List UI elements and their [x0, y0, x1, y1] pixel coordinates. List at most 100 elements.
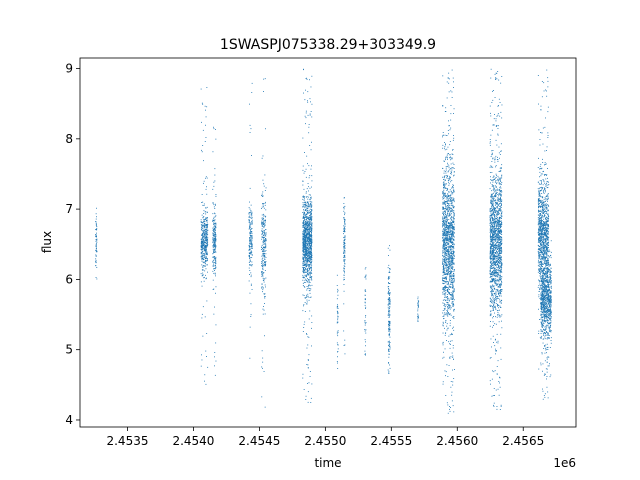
data-point [343, 274, 345, 276]
data-point [451, 275, 453, 277]
data-point [389, 293, 391, 294]
data-point [452, 292, 454, 293]
data-point [364, 298, 366, 300]
data-point [308, 194, 310, 196]
data-point [344, 224, 346, 226]
data-point [451, 232, 453, 234]
data-point [264, 284, 266, 286]
data-point [305, 264, 307, 266]
data-point [453, 81, 454, 83]
data-point [448, 183, 450, 185]
data-point [251, 221, 253, 223]
data-point [450, 254, 452, 256]
data-point [251, 214, 253, 216]
data-point [304, 235, 305, 236]
data-point [451, 245, 453, 247]
data-point [446, 255, 448, 257]
data-point [310, 168, 312, 170]
data-point [311, 141, 312, 143]
data-point [452, 296, 454, 298]
data-point [490, 233, 492, 235]
data-point [95, 277, 97, 278]
data-point [302, 244, 304, 246]
data-point [263, 241, 264, 243]
data-point [452, 232, 454, 234]
data-point [308, 252, 310, 254]
data-point [202, 267, 204, 268]
data-point [497, 203, 499, 205]
data-point [306, 78, 308, 80]
data-point [446, 248, 447, 249]
data-point [302, 242, 304, 244]
data-point [248, 280, 250, 282]
data-point [453, 263, 455, 265]
data-point [490, 229, 491, 231]
data-point [451, 258, 453, 260]
data-point [494, 275, 495, 276]
data-point [265, 215, 267, 217]
data-point [307, 257, 309, 259]
data-point [206, 225, 208, 227]
data-point [453, 251, 455, 252]
data-point [306, 262, 308, 264]
data-point [447, 209, 449, 210]
data-point [445, 183, 447, 185]
data-point [489, 255, 491, 257]
data-point [453, 207, 455, 209]
data-point [495, 246, 497, 248]
data-point [205, 231, 207, 233]
data-point [311, 205, 313, 207]
data-point [446, 201, 448, 203]
data-points [95, 68, 552, 414]
data-point [96, 227, 98, 229]
data-point [452, 237, 453, 239]
data-point [494, 298, 496, 300]
data-point [302, 205, 304, 207]
data-point [445, 243, 447, 245]
data-point [250, 316, 252, 317]
data-point [307, 261, 309, 263]
data-point [306, 288, 308, 290]
data-point [389, 326, 391, 328]
data-point [95, 249, 97, 251]
data-point [308, 241, 310, 242]
data-point [264, 335, 265, 337]
data-point [449, 227, 450, 229]
data-point [309, 187, 311, 189]
data-point [307, 211, 309, 213]
data-point [303, 188, 305, 190]
data-point [249, 259, 251, 261]
data-point [492, 195, 493, 197]
data-point [214, 229, 216, 231]
data-point [304, 228, 306, 230]
data-point [444, 312, 446, 314]
data-point [453, 239, 455, 241]
data-point [493, 211, 495, 213]
data-point [501, 224, 503, 226]
data-point [344, 240, 346, 242]
data-point [449, 357, 451, 359]
data-point [206, 232, 208, 234]
data-point [388, 370, 390, 372]
data-point [306, 237, 308, 239]
data-point [206, 225, 207, 227]
data-point [263, 260, 264, 262]
data-point [494, 370, 496, 372]
data-point [201, 226, 202, 228]
data-point [444, 306, 446, 308]
data-point [306, 264, 308, 266]
data-point [501, 242, 503, 244]
data-point [212, 238, 214, 239]
data-point [452, 284, 453, 286]
data-point [302, 224, 304, 226]
data-point [305, 257, 307, 258]
data-point [303, 204, 305, 205]
data-point [500, 170, 502, 172]
data-point [308, 245, 309, 247]
data-point [307, 230, 308, 232]
data-point [305, 239, 307, 241]
data-point [500, 241, 502, 243]
data-point [251, 211, 253, 213]
data-point [494, 305, 496, 307]
data-point [388, 255, 389, 256]
